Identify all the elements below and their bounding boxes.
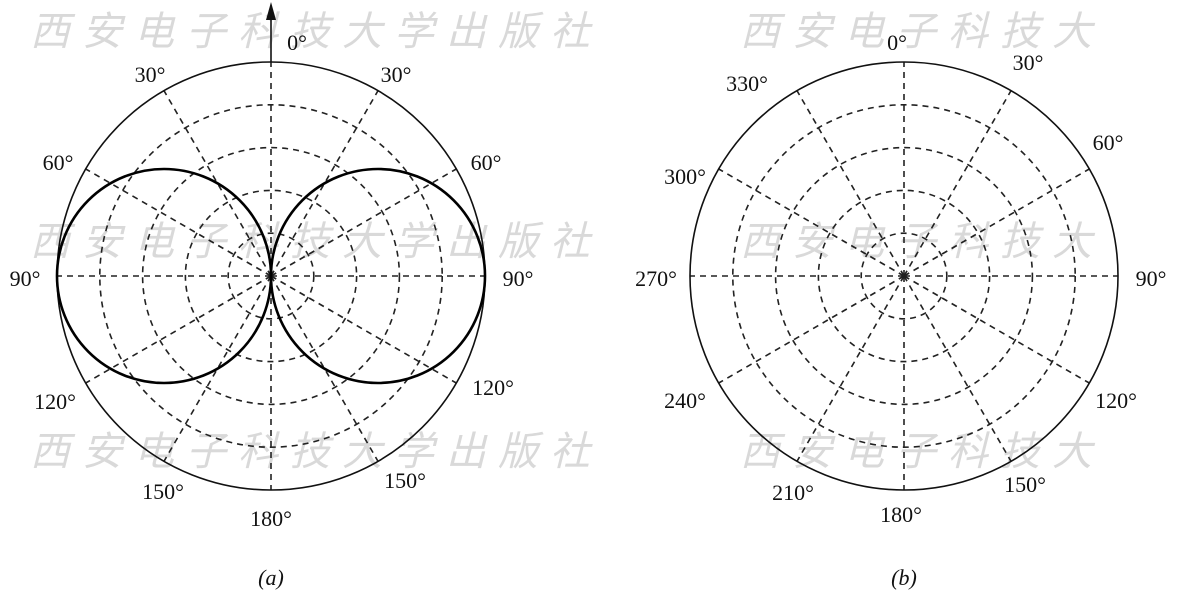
radial-line: [85, 275, 272, 384]
angle-label-bottom-180: 180°: [250, 506, 292, 531]
radial-line: [903, 275, 1012, 462]
radial-line: [718, 275, 905, 384]
radial-line: [270, 275, 457, 384]
pattern-lobe-right: [269, 167, 487, 385]
angle-label-upper-right-60: 60°: [471, 150, 502, 175]
polar-diagram-a: 0° 30° 60° 90° 120° 150° 180° 150° 120° 90° 60° 30°: [10, 2, 534, 531]
radial-line: [796, 275, 905, 462]
radial-line: [270, 168, 457, 277]
angle-label-right-90: 90°: [503, 266, 534, 291]
watermark-text: 西安电子科技大: [740, 429, 1104, 475]
angle-label-top: 0°: [287, 30, 307, 55]
watermark-text: 西安电子科技大: [740, 219, 1104, 265]
angle-label-deg-270: 270°: [635, 266, 677, 291]
angle-label-lower-right-120: 120°: [472, 375, 514, 400]
watermark-text: 西安电子科技大学出版社: [30, 9, 602, 55]
angle-label-deg-150: 150°: [1004, 472, 1046, 497]
grid-ring: [227, 232, 315, 320]
watermark-text: 西安电子科技大学出版社: [30, 429, 602, 475]
angle-label-deg-120: 120°: [1095, 388, 1137, 413]
grid-ring: [99, 104, 443, 448]
angle-label-deg-300: 300°: [664, 164, 706, 189]
grid-ring: [774, 146, 1034, 406]
angle-label-lower-left-120: 120°: [34, 389, 76, 414]
grid-ring: [860, 232, 948, 320]
grid-ring: [731, 104, 1076, 448]
angle-label-deg-90: 90°: [1136, 266, 1167, 291]
radial-line: [903, 90, 1012, 277]
axis-arrow-head: [266, 2, 276, 20]
angle-label-deg-330: 330°: [726, 71, 768, 96]
radial-line: [270, 275, 379, 462]
radial-line: [163, 90, 272, 277]
watermark-text: 西安电子科技大学出版社: [30, 219, 602, 265]
angle-label-deg-60: 60°: [1093, 130, 1124, 155]
grid-ring: [817, 189, 991, 363]
radial-line: [903, 275, 1090, 384]
angle-label-deg-210: 210°: [772, 480, 814, 505]
radial-line: [718, 168, 905, 277]
angle-label-lower-right-150: 150°: [384, 468, 426, 493]
angle-label-deg-180: 180°: [880, 502, 922, 527]
outer-circle: [689, 61, 1119, 491]
angle-label-upper-right-30: 30°: [381, 62, 412, 87]
angle-label-left-90: 90°: [10, 266, 41, 291]
angle-label-upper-left-30: 30°: [135, 62, 166, 87]
grid-ring: [141, 146, 401, 406]
radial-line: [903, 168, 1090, 277]
polar-diagram-b: 0° 30° 60° 90° 120° 150° 180° 210° 240° 270° 300° 3…: [635, 30, 1166, 527]
caption-b: (b): [891, 565, 917, 590]
radial-line: [270, 90, 379, 277]
angle-label-deg-30: 30°: [1013, 50, 1044, 75]
radial-line: [163, 275, 272, 462]
angle-label-lower-left-150: 150°: [142, 479, 184, 504]
radial-line: [85, 168, 272, 277]
angle-label-deg-240: 240°: [664, 388, 706, 413]
watermark-text: 西安电子科技大: [740, 9, 1104, 55]
caption-a: (a): [258, 565, 284, 590]
grid-ring: [184, 189, 358, 363]
angle-label-upper-left-60: 60°: [43, 150, 74, 175]
radial-line: [796, 90, 905, 277]
angle-label-top: 0°: [887, 30, 907, 55]
